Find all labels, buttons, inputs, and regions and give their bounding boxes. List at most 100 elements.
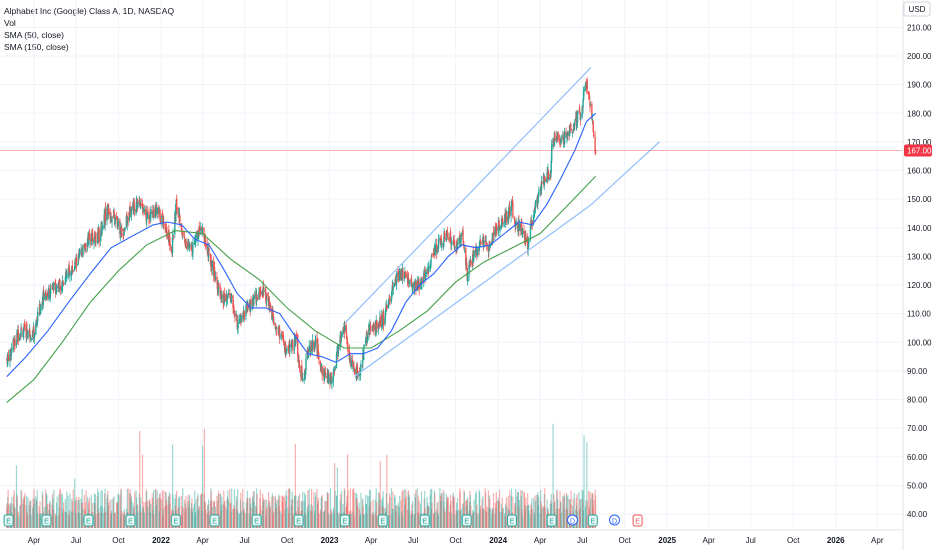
volume-bar	[93, 502, 95, 528]
volume-bar	[469, 490, 471, 528]
volume-bar	[235, 496, 237, 528]
candle-body	[327, 374, 330, 383]
candle-body	[44, 292, 47, 298]
volume-bar	[126, 488, 128, 528]
volume-bar	[389, 493, 391, 528]
volume-bar	[457, 510, 459, 528]
volume-bar	[520, 495, 522, 528]
volume-bar	[491, 508, 493, 528]
volume-bar	[330, 511, 333, 528]
candle-body	[360, 364, 362, 368]
volume-bar	[339, 513, 341, 528]
volume-bar	[263, 500, 265, 528]
volume-bar	[183, 499, 186, 528]
candle-body	[101, 226, 104, 229]
legend-vol[interactable]: Vol	[4, 18, 16, 28]
candle-body	[29, 330, 31, 337]
volume-bar	[153, 514, 155, 528]
candle-body	[371, 329, 373, 331]
volume-bar	[321, 494, 323, 528]
legend-title[interactable]: Alphabet Inc (Google) Class A, 1D, NASDA…	[4, 6, 175, 16]
volume-bar	[181, 506, 183, 528]
volume-bar	[503, 513, 506, 528]
time-axis[interactable]: Apr Jul Oct 2022 Apr Jul Oct 2023 Apr Jul Oct 2024 A…	[0, 529, 903, 545]
volume-bar	[97, 508, 99, 528]
volume-bar	[298, 496, 300, 528]
candle-body	[10, 347, 13, 357]
price-tick-label: 60.00	[907, 453, 928, 462]
volume-bar	[313, 491, 315, 528]
candle-body	[538, 191, 540, 193]
volume-bar	[205, 509, 207, 528]
sma50-line	[6, 112, 596, 377]
candle-body	[511, 199, 514, 204]
volume-bar	[184, 503, 187, 528]
candle-body	[236, 315, 238, 319]
candle-body	[213, 267, 216, 276]
volume-bar	[502, 508, 504, 528]
volume-bar	[243, 512, 246, 528]
volume-bar	[472, 510, 474, 528]
candle-body	[382, 313, 385, 326]
candle-body	[333, 366, 335, 369]
volume-bar	[390, 488, 393, 528]
candle-body	[251, 303, 254, 307]
volume-bar	[239, 512, 241, 528]
candle-body	[594, 149, 597, 154]
volume-bar	[201, 445, 204, 528]
volume-bar	[330, 509, 332, 528]
volume-bar	[436, 508, 438, 528]
candle-body	[523, 230, 525, 235]
volume-bar	[156, 499, 158, 528]
volume-bar	[289, 488, 291, 528]
candle-body	[111, 217, 113, 222]
candle-body	[390, 297, 393, 302]
candle-body	[547, 171, 550, 180]
volume-bar	[69, 493, 71, 528]
legend-sma150[interactable]: SMA (150, close)	[4, 42, 69, 52]
candle-body	[178, 213, 181, 218]
candle-body	[155, 205, 157, 208]
price-axis[interactable]: USD 210.00 200.00 190.00 180.00 170.00 160.00 1…	[902, 0, 932, 550]
grid-lines	[0, 0, 903, 530]
volume-bar	[337, 514, 339, 528]
volume-bar	[128, 493, 131, 528]
volume-bar	[565, 492, 568, 528]
candle-body	[77, 264, 79, 266]
candle-body	[576, 112, 579, 123]
candle-body	[269, 305, 271, 308]
volume-bar	[168, 495, 170, 528]
candle-body	[209, 253, 212, 265]
candle-body	[201, 228, 203, 232]
volume-bar	[431, 502, 433, 528]
volume-bar	[485, 511, 488, 528]
volume-bar	[285, 490, 287, 528]
volume-bar	[394, 495, 396, 528]
candle-body	[404, 271, 407, 273]
event-label: E	[44, 519, 49, 526]
candle-body	[479, 240, 481, 247]
candle-body	[532, 214, 535, 222]
volume-bar	[51, 505, 53, 528]
candle-body	[55, 284, 57, 294]
candle-body	[379, 317, 382, 327]
time-tick-label: Jul	[239, 536, 249, 545]
candle-body	[62, 280, 64, 282]
volume-bar	[560, 512, 562, 528]
candle-body	[573, 122, 576, 130]
candle-body	[266, 294, 268, 302]
candle-body	[260, 291, 262, 295]
volume-bar	[276, 500, 278, 528]
candle-body	[226, 297, 229, 300]
volume-bar	[140, 511, 142, 528]
event-label: E	[422, 519, 427, 526]
candle-body	[492, 231, 495, 235]
candle-body	[117, 222, 119, 228]
volume-bar	[366, 495, 369, 528]
candle-body	[463, 244, 465, 248]
volume-bar	[139, 430, 141, 528]
volume-bar	[41, 491, 43, 528]
candle-body	[114, 218, 116, 225]
